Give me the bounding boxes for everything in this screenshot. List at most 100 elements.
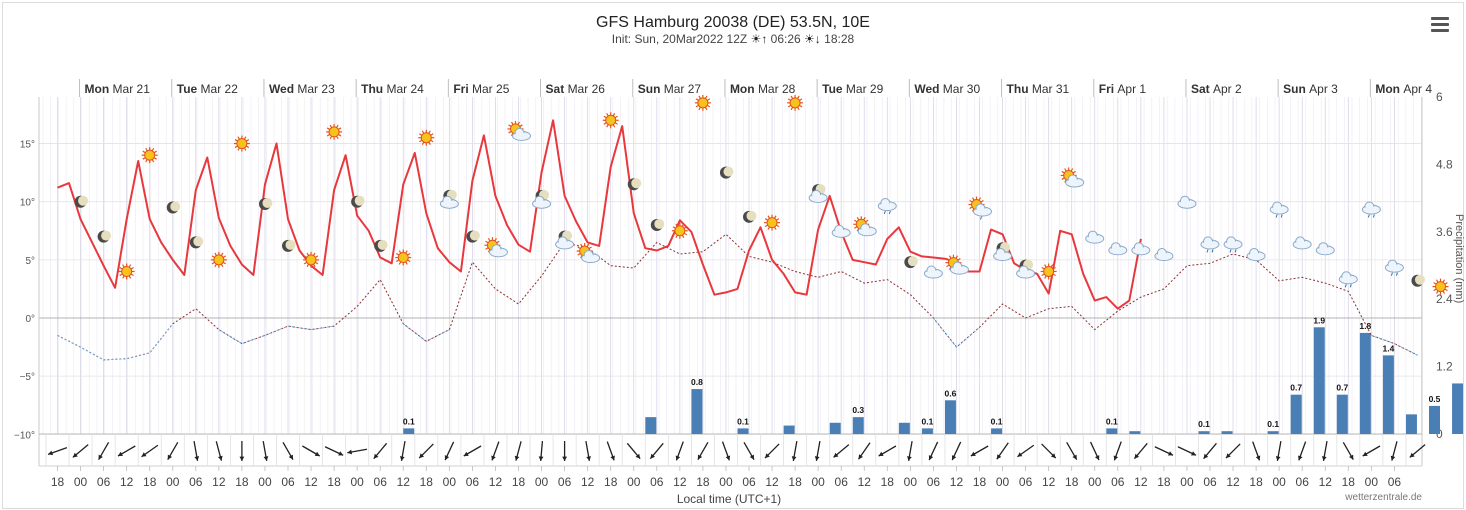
moon-icon xyxy=(719,166,734,179)
x-tick-label: 06 xyxy=(1388,475,1402,489)
x-tick-label: 12 xyxy=(581,475,595,489)
x-tick-label: 00 xyxy=(719,475,733,489)
sun-ray xyxy=(211,261,215,265)
hamburger-menu-icon[interactable] xyxy=(1431,17,1449,33)
x-tick-label: 06 xyxy=(189,475,203,489)
wind-head xyxy=(562,456,567,461)
wind-arrow-icon xyxy=(167,442,179,460)
wind-head xyxy=(791,456,797,461)
sun-icon xyxy=(602,112,619,129)
sun-ray xyxy=(407,259,411,263)
x-tick-label: 12 xyxy=(673,475,687,489)
day-name: Wed xyxy=(914,82,942,96)
chart-header: GFS Hamburg 20038 (DE) 53.5N, 10E Init: … xyxy=(0,14,1466,46)
cloud-and-rain-icon xyxy=(1223,236,1243,253)
y-right-tick-label: 4.8 xyxy=(1436,157,1453,171)
cloud-fill xyxy=(974,208,991,216)
sun-ray xyxy=(398,261,402,265)
dew-point-cold-line xyxy=(57,317,1418,361)
wind-arrow-icon xyxy=(1133,442,1148,460)
wind-head xyxy=(338,451,344,456)
precip-bar-label: 1.8 xyxy=(1359,321,1371,331)
x-tick-label: 18 xyxy=(1342,475,1356,489)
y-right-tick-label: 3.6 xyxy=(1436,225,1453,239)
x-tick-label: 18 xyxy=(235,475,249,489)
wind-arrow-icon xyxy=(1362,445,1381,457)
moon-light xyxy=(469,230,480,241)
sunset-icon: ☀↓ xyxy=(804,32,821,46)
wind-arrow-icon xyxy=(538,440,544,462)
wind-arrow-icon xyxy=(1041,443,1057,459)
precip-bar-label: 0.6 xyxy=(945,388,957,398)
cloud-icon xyxy=(1131,242,1151,256)
moon-icon xyxy=(650,218,665,231)
precip-bar xyxy=(1382,355,1394,434)
x-tick-label: 06 xyxy=(1296,475,1310,489)
moon-light xyxy=(262,198,273,209)
wind-head xyxy=(725,455,731,461)
precip-bar xyxy=(921,428,933,434)
cloud-and-rain-icon xyxy=(1338,271,1358,288)
sun-disc xyxy=(213,254,225,266)
day-date: Mar 24 xyxy=(386,82,424,96)
wind-arrow-icon xyxy=(262,441,269,461)
cloud-fill xyxy=(879,203,896,211)
x-tick-label: 06 xyxy=(466,475,480,489)
cloud-icon xyxy=(808,189,828,203)
rain-drop xyxy=(1395,272,1398,276)
x-tick-label: 06 xyxy=(374,475,388,489)
sun-disc xyxy=(328,126,340,138)
sun-disc xyxy=(674,225,686,237)
wind-arrow-icon xyxy=(996,442,1009,460)
wind-head xyxy=(1072,454,1077,460)
x-tick-label: 00 xyxy=(166,475,180,489)
moon-icon xyxy=(97,230,112,243)
sun-ray xyxy=(695,98,699,101)
wind-arrow-icon xyxy=(1298,441,1307,461)
cloud-fill xyxy=(1340,276,1357,284)
wind-arrow-icon xyxy=(72,444,89,458)
sun-ray xyxy=(405,261,408,265)
wind-head xyxy=(1134,453,1140,459)
wind-arrow-icon xyxy=(1252,441,1261,461)
sun-icon xyxy=(326,123,343,140)
wind-arrow-icon xyxy=(98,442,110,460)
sun-disc xyxy=(605,114,617,126)
cloud-icon xyxy=(1292,236,1312,250)
day-name: Sun xyxy=(638,82,664,96)
wind-arrow-icon xyxy=(347,448,368,455)
moon-light xyxy=(78,195,89,206)
sun-disc xyxy=(1043,265,1055,277)
cloud-fill xyxy=(533,200,550,208)
cloud-fill xyxy=(1086,235,1103,243)
cloud-fill xyxy=(1066,179,1083,187)
x-tick-label: 18 xyxy=(604,475,618,489)
sun-ray xyxy=(315,255,319,258)
wind-arrow-icon xyxy=(791,441,798,461)
wind-head xyxy=(48,450,54,456)
precip-bar xyxy=(1267,431,1279,434)
sun-ray xyxy=(519,124,523,127)
precip-bar-label: 0.1 xyxy=(1106,416,1118,426)
sun-icon xyxy=(303,251,320,268)
precip-bar xyxy=(1336,394,1348,434)
sun-disc xyxy=(1435,281,1446,293)
sun-icon xyxy=(1432,278,1449,295)
rain-drop xyxy=(1344,284,1347,288)
x-tick-label: 18 xyxy=(973,475,987,489)
wind-arrow-icon xyxy=(721,441,731,461)
x-tick-label: 00 xyxy=(74,475,88,489)
wind-head xyxy=(928,455,934,461)
precip-bar xyxy=(691,389,703,434)
x-tick-label: 18 xyxy=(696,475,710,489)
wind-arrow-icon xyxy=(491,441,500,461)
sun-and-cloud-icon xyxy=(1060,167,1085,188)
precip-bar xyxy=(1290,394,1302,434)
sun-disc xyxy=(144,149,156,161)
sun-ray xyxy=(980,199,984,203)
wind-head xyxy=(1390,455,1396,461)
precip-bar xyxy=(645,417,657,434)
weather-icons xyxy=(74,94,1449,295)
wind-head xyxy=(419,453,425,459)
